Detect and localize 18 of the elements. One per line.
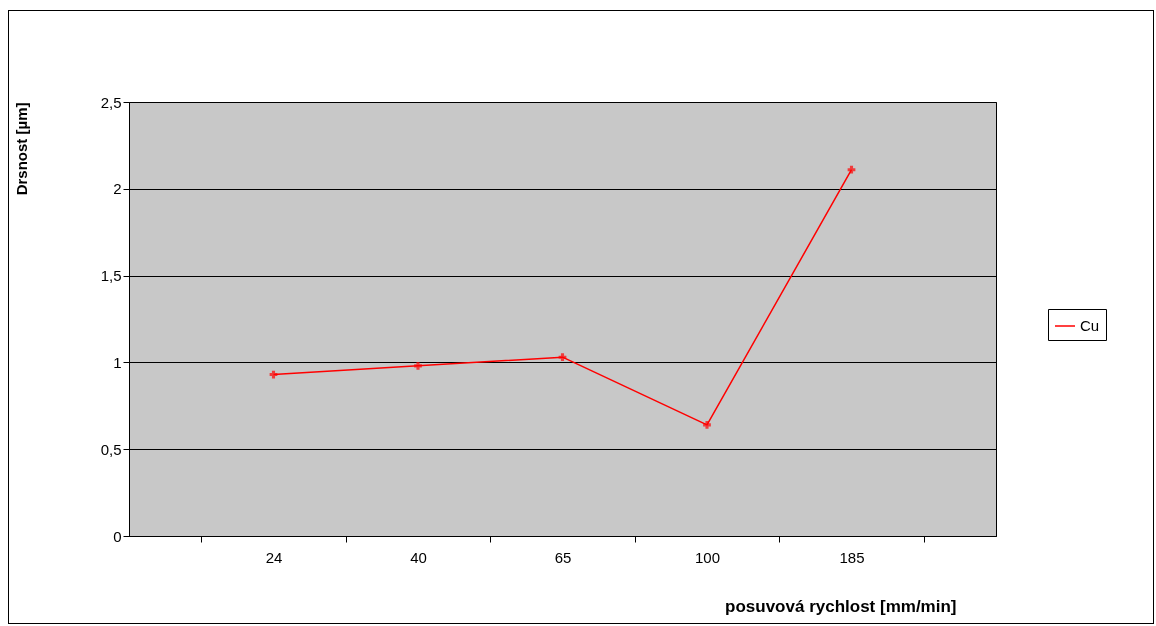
legend-label: Cu — [1080, 317, 1100, 334]
point — [414, 362, 422, 370]
point — [558, 353, 567, 362]
y-tick-label: 2 — [113, 180, 122, 198]
y-axis-title: Drsnost [µm] — [12, 102, 30, 196]
x-tick-label: 65 — [554, 548, 572, 566]
x-tick-label: 185 — [839, 548, 865, 566]
point — [703, 421, 711, 429]
y-tick-label: 1 — [113, 353, 122, 371]
x-tick-label: 24 — [265, 548, 283, 566]
point — [847, 165, 856, 174]
x-tick-label: 100 — [694, 548, 721, 566]
y-tick-label: 1,5 — [100, 267, 122, 285]
y-tick-label: 0,5 — [100, 440, 122, 458]
x-axis-title: posuvová rychlost [mm/min] — [725, 596, 957, 616]
y-tick-label: 0 — [113, 527, 122, 545]
y-tick-label: 2,5 — [100, 93, 122, 111]
x-tick-label: 40 — [410, 548, 427, 566]
